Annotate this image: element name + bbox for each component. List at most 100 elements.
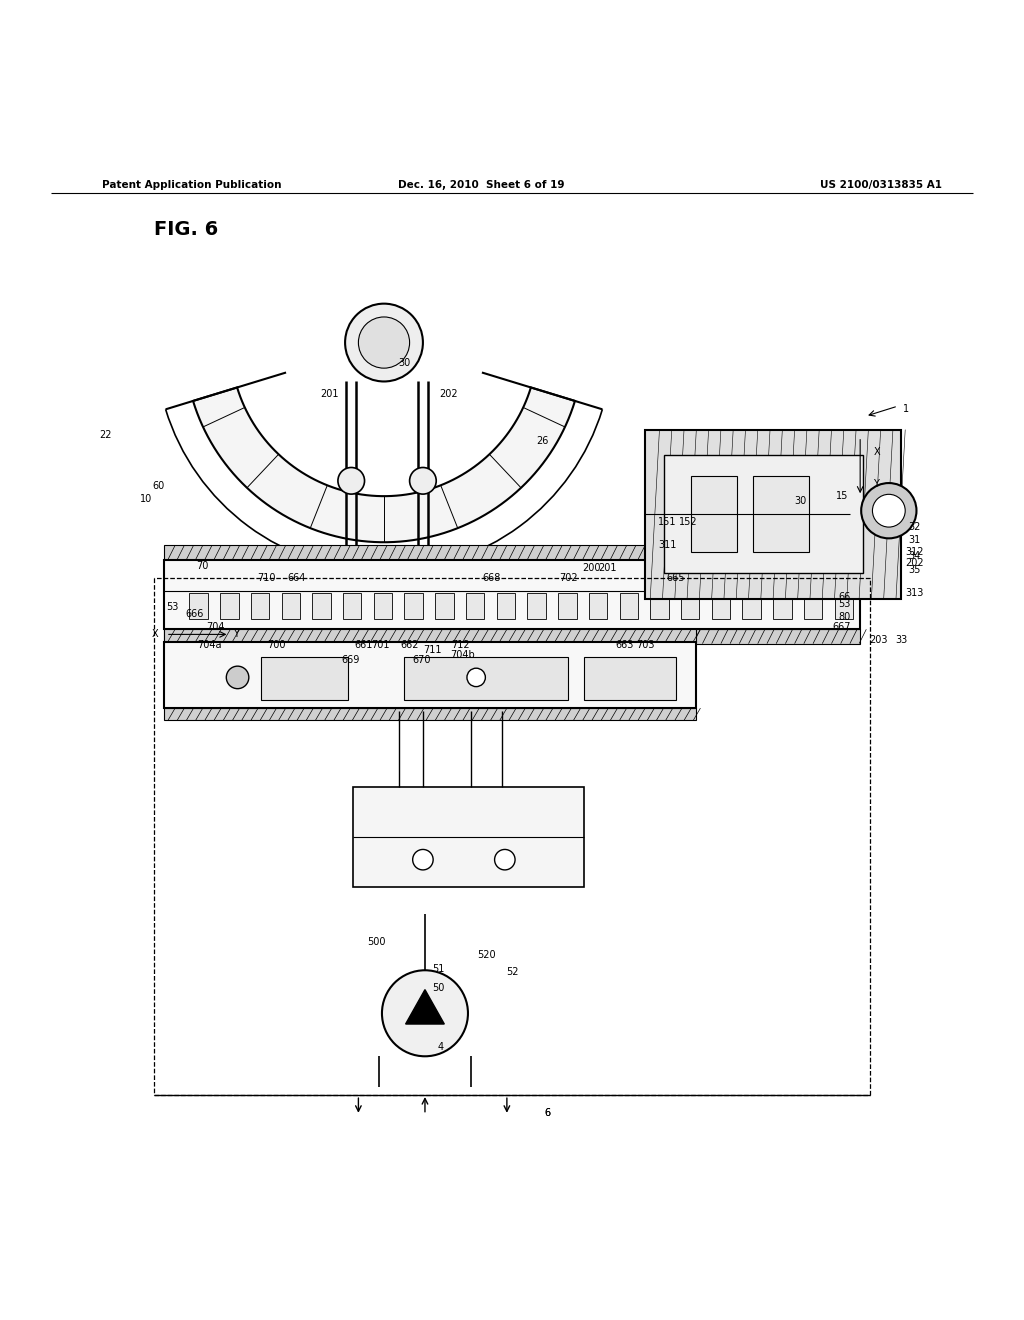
Text: 313: 313 bbox=[905, 589, 924, 598]
Bar bbox=[164, 630, 696, 642]
Text: 312: 312 bbox=[905, 548, 924, 557]
Circle shape bbox=[467, 668, 485, 686]
Bar bbox=[527, 594, 546, 619]
Text: 201: 201 bbox=[598, 562, 616, 573]
Text: 703: 703 bbox=[636, 640, 654, 649]
Bar bbox=[584, 657, 676, 700]
Bar bbox=[558, 594, 577, 619]
Bar bbox=[343, 594, 361, 619]
Circle shape bbox=[358, 317, 410, 368]
Text: 26: 26 bbox=[537, 436, 549, 446]
Text: 22: 22 bbox=[99, 430, 112, 440]
Bar bbox=[261, 657, 348, 700]
Text: Y: Y bbox=[873, 479, 880, 488]
Bar bbox=[374, 594, 392, 619]
Text: 500: 500 bbox=[368, 937, 386, 946]
Bar bbox=[312, 594, 331, 619]
Bar bbox=[435, 594, 454, 619]
Circle shape bbox=[226, 667, 249, 689]
Text: Patent Application Publication: Patent Application Publication bbox=[102, 180, 282, 190]
Text: 151: 151 bbox=[658, 516, 677, 527]
Text: Y: Y bbox=[233, 630, 240, 639]
Text: 6: 6 bbox=[545, 1107, 551, 1118]
Text: 661: 661 bbox=[354, 640, 373, 649]
Text: 520: 520 bbox=[477, 950, 496, 960]
Text: 31: 31 bbox=[908, 535, 921, 545]
Polygon shape bbox=[406, 990, 444, 1024]
Text: 35: 35 bbox=[908, 565, 921, 576]
Text: 10: 10 bbox=[140, 494, 153, 504]
Bar bbox=[742, 594, 761, 619]
Bar bbox=[650, 594, 669, 619]
Text: Dec. 16, 2010  Sheet 6 of 19: Dec. 16, 2010 Sheet 6 of 19 bbox=[398, 180, 564, 190]
Text: 51: 51 bbox=[432, 964, 444, 974]
Text: 711: 711 bbox=[423, 644, 441, 655]
Text: 700: 700 bbox=[267, 640, 286, 649]
Text: 50: 50 bbox=[432, 982, 444, 993]
Circle shape bbox=[338, 467, 365, 494]
Text: 704: 704 bbox=[206, 622, 224, 632]
Text: 670: 670 bbox=[413, 655, 431, 665]
Text: 30: 30 bbox=[398, 358, 411, 368]
Text: 701: 701 bbox=[372, 640, 390, 649]
Polygon shape bbox=[194, 388, 574, 543]
Text: 662: 662 bbox=[400, 640, 419, 649]
Text: 52: 52 bbox=[506, 968, 518, 977]
Text: 4: 4 bbox=[437, 1041, 443, 1052]
Bar bbox=[404, 657, 568, 700]
Text: 1: 1 bbox=[903, 404, 909, 414]
Text: 80: 80 bbox=[839, 612, 851, 622]
Bar bbox=[804, 594, 822, 619]
Text: 668: 668 bbox=[482, 573, 501, 583]
Text: 667: 667 bbox=[833, 622, 851, 632]
Bar bbox=[773, 594, 792, 619]
Text: 202: 202 bbox=[439, 389, 458, 399]
Text: 152: 152 bbox=[679, 516, 697, 527]
Bar bbox=[691, 475, 737, 553]
Bar bbox=[589, 594, 607, 619]
Bar bbox=[164, 560, 860, 630]
Circle shape bbox=[872, 494, 905, 527]
Text: 311: 311 bbox=[658, 540, 677, 550]
Text: 666: 666 bbox=[185, 609, 204, 619]
Circle shape bbox=[345, 304, 423, 381]
Bar bbox=[753, 475, 809, 553]
Bar bbox=[497, 594, 515, 619]
Text: 6: 6 bbox=[545, 1107, 551, 1118]
Circle shape bbox=[413, 850, 433, 870]
Text: 202: 202 bbox=[905, 558, 924, 568]
Bar bbox=[712, 594, 730, 619]
Bar bbox=[620, 594, 638, 619]
Bar bbox=[681, 594, 699, 619]
Text: 704b: 704b bbox=[451, 649, 475, 660]
Circle shape bbox=[410, 467, 436, 494]
Bar bbox=[645, 429, 901, 598]
Text: 704a: 704a bbox=[198, 640, 222, 649]
Bar bbox=[164, 642, 696, 708]
Text: 32: 32 bbox=[908, 521, 921, 532]
Text: 201: 201 bbox=[321, 389, 339, 399]
Text: 15: 15 bbox=[836, 491, 848, 502]
Bar bbox=[404, 594, 423, 619]
Text: 66: 66 bbox=[839, 591, 851, 602]
Text: 203: 203 bbox=[869, 635, 888, 644]
Bar bbox=[164, 545, 860, 560]
Bar bbox=[835, 594, 853, 619]
Bar bbox=[164, 708, 696, 721]
Text: X: X bbox=[153, 630, 159, 639]
Bar bbox=[664, 455, 863, 573]
Text: 30: 30 bbox=[795, 496, 807, 507]
Text: 702: 702 bbox=[559, 573, 578, 583]
Text: 70: 70 bbox=[197, 561, 209, 570]
Text: 60: 60 bbox=[153, 480, 165, 491]
Text: FIG. 6: FIG. 6 bbox=[154, 220, 218, 239]
Text: US 2100/0313835 A1: US 2100/0313835 A1 bbox=[820, 180, 942, 190]
Text: 33: 33 bbox=[895, 635, 907, 644]
Bar bbox=[353, 787, 584, 887]
Text: 710: 710 bbox=[257, 573, 275, 583]
Text: 200: 200 bbox=[583, 562, 601, 573]
Text: X: X bbox=[873, 447, 880, 457]
Text: 669: 669 bbox=[341, 655, 359, 665]
Text: 665: 665 bbox=[667, 573, 685, 583]
Bar bbox=[220, 594, 239, 619]
